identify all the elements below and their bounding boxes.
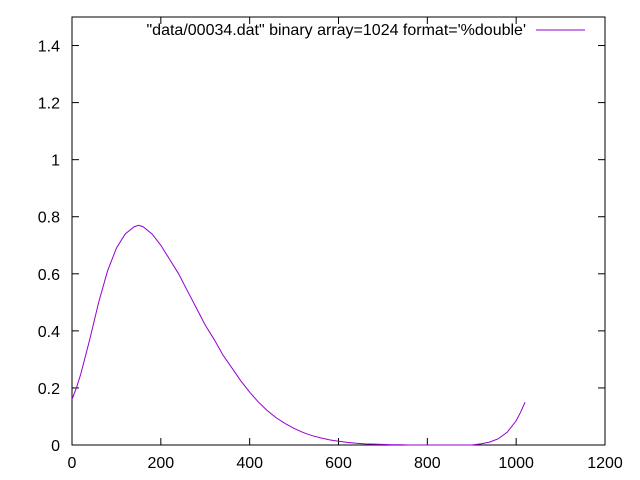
x-tick-label: 1000 <box>498 455 534 472</box>
y-tick-label: 0.4 <box>38 324 60 341</box>
y-tick-label: 1.2 <box>38 96 60 113</box>
y-tick-label: 1 <box>51 153 60 170</box>
x-tick-label: 800 <box>414 455 441 472</box>
plot-frame <box>71 16 606 446</box>
y-axis: 0 0.2 0.4 0.6 0.8 1 1.2 1.4 <box>38 39 605 455</box>
x-tick-label: 400 <box>236 455 263 472</box>
x-axis: 0 200 400 600 800 1000 1200 <box>68 17 623 472</box>
y-tick-label: 0.8 <box>38 210 60 227</box>
y-tick-label: 0.6 <box>38 267 60 284</box>
y-tick-label: 0 <box>51 438 60 455</box>
legend: "data/00034.dat" binary array=1024 forma… <box>147 22 585 39</box>
legend-label: "data/00034.dat" binary array=1024 forma… <box>147 22 527 39</box>
x-tick-label: 1200 <box>587 455 623 472</box>
x-tick-label: 200 <box>147 455 174 472</box>
y-tick-label: 1.4 <box>38 39 60 56</box>
y-tick-label: 0.2 <box>38 381 60 398</box>
x-tick-label: 0 <box>68 455 77 472</box>
x-tick-label: 600 <box>325 455 352 472</box>
series-line <box>71 224 526 446</box>
